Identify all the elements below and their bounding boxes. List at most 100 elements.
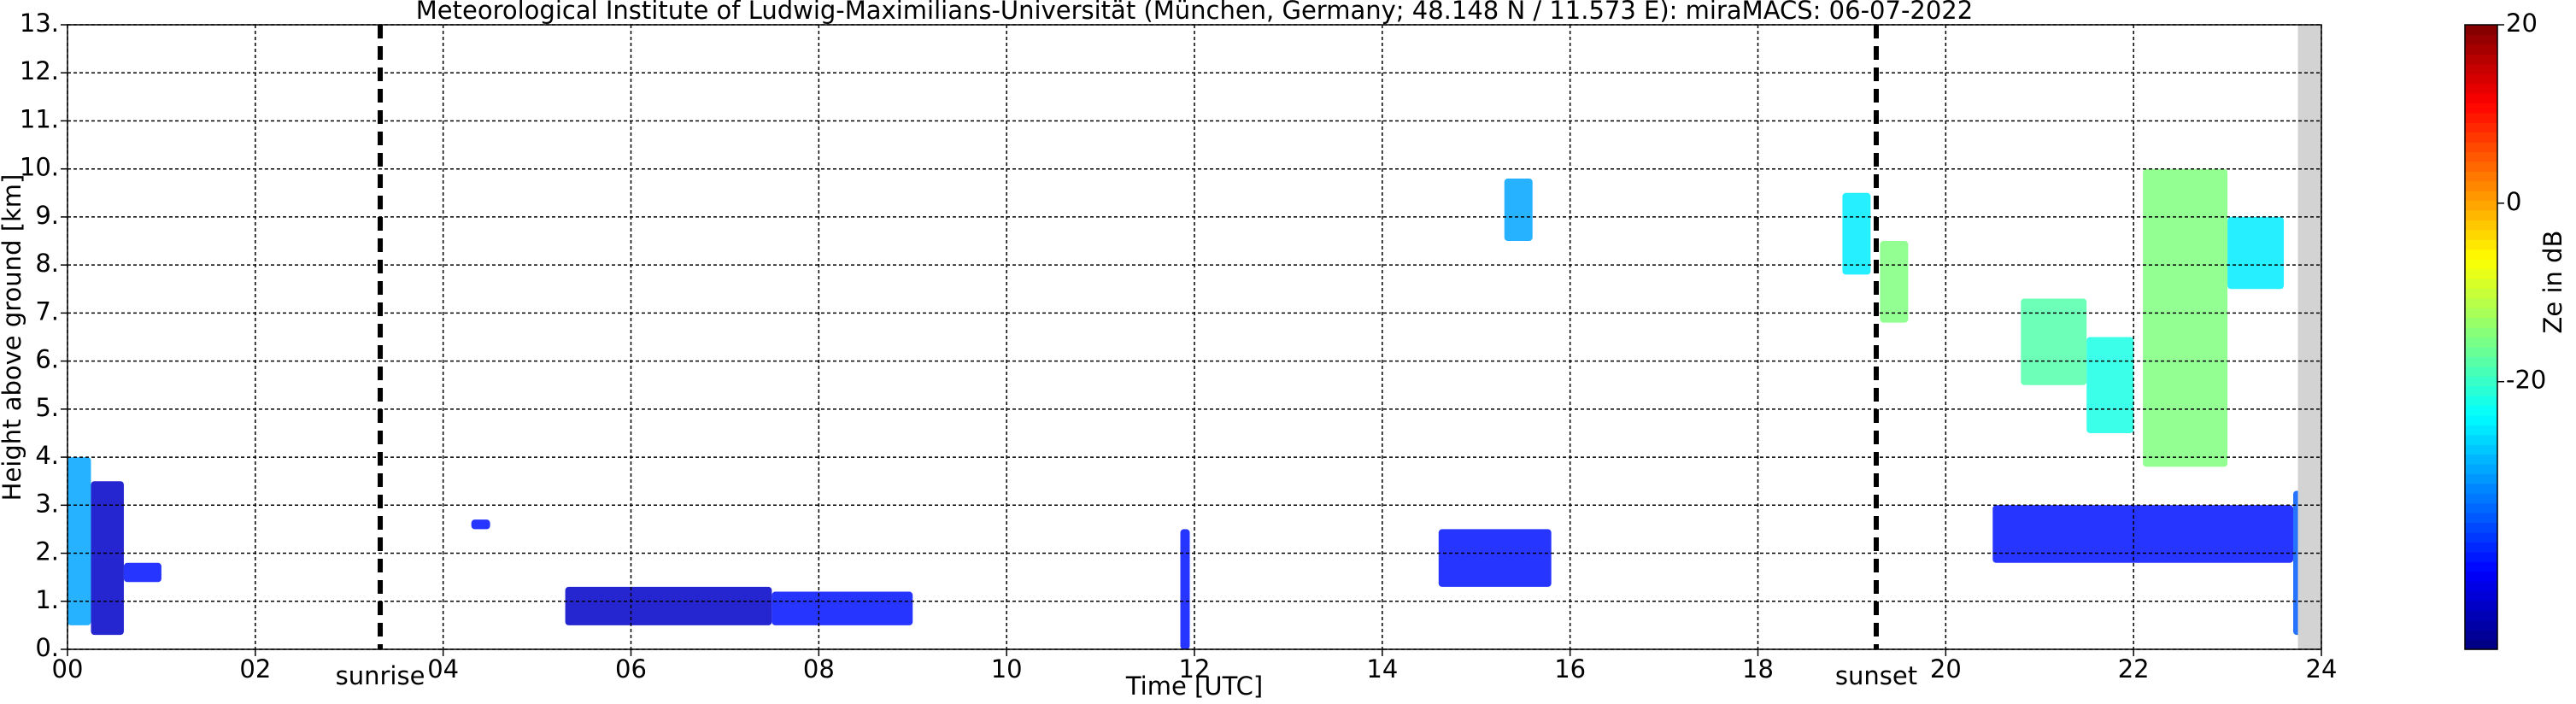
- x-axis-label: Time [UTC]: [1125, 672, 1263, 701]
- colorbar-swatch: [2465, 425, 2497, 436]
- y-tick-label: 13.: [20, 9, 59, 38]
- colorbar-swatch: [2465, 513, 2497, 524]
- colorbar-swatch: [2465, 92, 2497, 103]
- x-tick-label: 10: [991, 654, 1023, 683]
- colorbar-swatch: [2465, 278, 2497, 289]
- colorbar-swatch: [2465, 132, 2497, 143]
- y-tick-label: 10.: [20, 153, 59, 182]
- y-tick-label: 6.: [35, 345, 59, 374]
- echo: [91, 481, 124, 636]
- missing-data: [2297, 25, 2321, 649]
- x-tick-label: 18: [1742, 654, 1774, 683]
- colorbar-frame: [2464, 24, 2498, 650]
- colorbar-swatch: [2465, 83, 2497, 94]
- event-label: sunset: [1835, 661, 1917, 690]
- colorbar-swatch: [2465, 259, 2497, 270]
- colorbar-swatch: [2465, 297, 2497, 308]
- colorbar-swatch: [2465, 25, 2497, 36]
- colorbar-swatch: [2465, 73, 2497, 85]
- echo: [1438, 529, 1552, 587]
- echo: [2227, 216, 2285, 290]
- y-tick-label: 7.: [35, 296, 59, 326]
- plot-frame: [67, 24, 2322, 650]
- colorbar-swatch: [2465, 44, 2497, 55]
- x-tick-label: 24: [2306, 654, 2338, 683]
- colorbar-swatch: [2465, 337, 2497, 348]
- colorbar-swatch: [2465, 414, 2497, 425]
- colorbar-swatch: [2465, 200, 2497, 211]
- colorbar-swatch: [2465, 639, 2497, 650]
- x-tick-label: 06: [615, 654, 647, 683]
- echo: [67, 457, 91, 625]
- event-label: sunrise: [336, 661, 425, 690]
- colorbar-swatch: [2465, 317, 2497, 328]
- colorbar-swatch: [2465, 239, 2497, 250]
- x-tick-label: 12: [1179, 654, 1211, 683]
- x-tick-label: 20: [1930, 654, 1962, 683]
- colorbar-swatch: [2465, 376, 2497, 387]
- y-tick-label: 2.: [35, 537, 59, 566]
- colorbar-swatch: [2465, 191, 2497, 202]
- colorbar-swatch: [2465, 493, 2497, 504]
- colorbar-swatch: [2465, 356, 2497, 367]
- echo: [471, 519, 490, 530]
- colorbar-swatch: [2465, 288, 2497, 299]
- y-tick-label: 1.: [35, 585, 59, 614]
- colorbar-swatch: [2465, 444, 2497, 455]
- colorbar-swatch: [2465, 630, 2497, 641]
- colorbar-swatch: [2465, 142, 2497, 153]
- echo: [1842, 192, 1871, 275]
- x-tick-label: 02: [239, 654, 271, 683]
- colorbar-swatch: [2465, 454, 2497, 465]
- colorbar-swatch: [2465, 502, 2497, 513]
- colorbar-tick-label: 0: [2506, 187, 2521, 216]
- colorbar-swatch: [2465, 551, 2497, 562]
- colorbar-swatch: [2465, 180, 2497, 191]
- echo: [772, 591, 913, 625]
- y-tick-label: 0.: [35, 633, 59, 662]
- echo: [1504, 178, 1533, 242]
- echo: [123, 562, 161, 583]
- colorbar-swatch: [2465, 151, 2497, 162]
- colorbar-swatch: [2465, 473, 2497, 484]
- echo: [2021, 298, 2087, 385]
- x-tick-label: 22: [2118, 654, 2150, 683]
- colorbar-swatch: [2465, 112, 2497, 123]
- colorbar-swatch: [2465, 54, 2497, 65]
- colorbar-swatch: [2465, 463, 2497, 475]
- y-tick-label: 4.: [35, 441, 59, 470]
- y-tick-label: 11.: [20, 104, 59, 133]
- chart-title: Meteorological Institute of Ludwig-Maxim…: [416, 0, 1973, 25]
- x-tick-label: 00: [52, 654, 84, 683]
- colorbar-swatch: [2465, 171, 2497, 182]
- y-tick-label: 5.: [35, 393, 59, 422]
- colorbar-swatch: [2465, 34, 2497, 45]
- colorbar-tick-label: -20: [2506, 366, 2546, 395]
- colorbar-swatch: [2465, 590, 2497, 601]
- colorbar-tick-label: 20: [2506, 9, 2538, 38]
- colorbar-swatch: [2465, 103, 2497, 114]
- colorbar-swatch: [2465, 610, 2497, 621]
- colorbar-swatch: [2465, 268, 2497, 279]
- colorbar-swatch: [2465, 561, 2497, 572]
- y-tick-label: 12.: [20, 56, 59, 85]
- colorbar-swatch: [2465, 346, 2497, 357]
- colorbar-swatch: [2465, 396, 2497, 407]
- y-tick-label: 8.: [35, 249, 59, 278]
- colorbar-swatch: [2465, 249, 2497, 260]
- colorbar-swatch: [2465, 542, 2497, 553]
- colorbar-swatch: [2465, 434, 2497, 445]
- colorbar-swatch: [2465, 161, 2497, 172]
- colorbar-swatch: [2465, 122, 2497, 133]
- colorbar-swatch: [2465, 308, 2497, 319]
- x-tick-label: 16: [1554, 654, 1586, 683]
- y-tick-label: 3.: [35, 489, 59, 518]
- colorbar-swatch: [2465, 531, 2497, 543]
- colorbar-swatch: [2465, 210, 2497, 221]
- colorbar-swatch: [2465, 405, 2497, 416]
- colorbar-swatch: [2465, 385, 2497, 396]
- y-axis-label: Height above ground [km]: [0, 174, 26, 502]
- colorbar-label: Ze in dB: [2538, 231, 2567, 334]
- x-tick-label: 08: [803, 654, 835, 683]
